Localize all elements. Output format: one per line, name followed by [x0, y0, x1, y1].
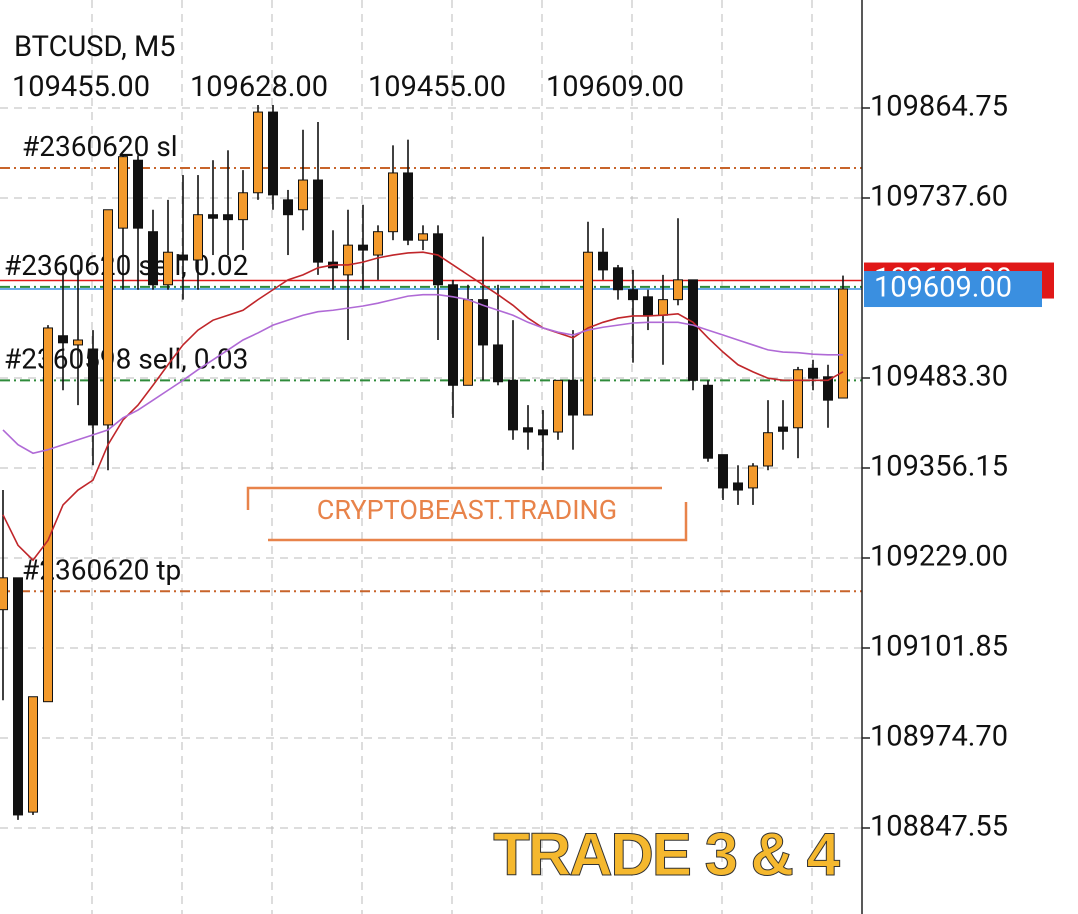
bid-label: 109609.00: [874, 271, 1012, 305]
candle-body: [778, 426, 788, 432]
candle-body: [13, 577, 23, 816]
ohlc-value: 109455.00: [368, 70, 506, 104]
bid-label-box: [864, 271, 1042, 308]
candle-body: [703, 384, 713, 459]
candle-body: [373, 231, 383, 256]
candle-body: [613, 267, 623, 291]
price-axis: 109864.75 109737.60 109483.30 109356.15 1092…: [862, 90, 1054, 844]
y-tick-label: 109101.85: [870, 630, 1008, 664]
candle-body: [823, 376, 833, 401]
candle-body: [658, 299, 668, 316]
candle-body: [268, 111, 278, 196]
watermark-frame: [268, 502, 688, 542]
candle-body: [838, 288, 848, 399]
candle-body: [73, 339, 83, 346]
candle-body: [43, 327, 53, 703]
moving-average: [2, 251, 844, 562]
moving-averages: [2, 251, 844, 562]
candle-body: [553, 379, 563, 433]
y-tick-label: 109737.60: [870, 180, 1008, 214]
candle-body: [178, 254, 188, 261]
candle-body: [208, 214, 218, 219]
candle-body: [0, 577, 8, 611]
candle-body: [433, 233, 443, 286]
candle-body: [688, 279, 698, 381]
trade-label: #2360620 sell, 0.02: [4, 249, 248, 282]
candle-body: [163, 251, 173, 286]
candle-body: [58, 335, 68, 344]
candle-body: [808, 367, 818, 379]
candle-body: [418, 233, 428, 241]
candle-body: [193, 214, 203, 261]
candle-body: [358, 244, 368, 251]
candle-body: [88, 349, 98, 426]
moving-average: [2, 293, 843, 455]
watermark: CRYPTOBEAST.TRADING: [246, 486, 688, 542]
candle-body: [343, 244, 353, 276]
candle-body: [403, 172, 413, 241]
candle-body: [508, 379, 518, 431]
ohlc-value: 109628.00: [190, 70, 328, 104]
candle-body: [478, 299, 488, 346]
candle-body: [763, 432, 773, 467]
candle-body: [793, 369, 803, 429]
candle-body: [148, 231, 158, 286]
y-tick-label: 109356.15: [870, 450, 1008, 484]
candle-body: [463, 299, 473, 386]
watermark-text: CRYPTOBEAST.TRADING: [317, 494, 617, 526]
candle-body: [298, 179, 308, 211]
candle-body: [583, 251, 593, 416]
candle-body: [388, 172, 398, 233]
y-tick-label: 109864.75: [870, 90, 1008, 124]
candle-body: [283, 199, 293, 216]
candle-body: [733, 482, 743, 491]
candle-body: [133, 159, 143, 229]
y-tick-label: 108974.70: [870, 720, 1008, 754]
candle-body: [718, 454, 728, 489]
candle-body: [643, 296, 653, 316]
candle-body: [673, 279, 683, 301]
candle-body: [253, 111, 263, 194]
ohlc-header: 109455.00 109628.00 109455.00 109609.00: [12, 70, 684, 104]
candles: [0, 104, 848, 820]
candle-body: [103, 209, 113, 426]
watermark-frame: [246, 486, 662, 510]
candle-body: [538, 429, 548, 436]
candle-body: [568, 379, 578, 416]
ohlc-value: 109609.00: [546, 70, 684, 104]
candle-body: [598, 251, 608, 271]
candle-body: [223, 214, 233, 221]
trade-label: #2360598 sell, 0.03: [4, 342, 248, 375]
candle-body: [28, 696, 38, 813]
candle-body: [118, 156, 128, 229]
y-tick-label: 108847.55: [870, 810, 1008, 844]
ohlc-value: 109455.00: [12, 70, 150, 104]
candle-body: [523, 427, 533, 433]
caption: TRADE 3 & 4: [493, 821, 840, 888]
candle-body: [493, 344, 503, 383]
candle-body: [448, 284, 458, 386]
candle-body: [313, 179, 323, 263]
y-tick-label: 109483.30: [870, 360, 1008, 394]
y-tick-label: 109229.00: [870, 540, 1008, 574]
candle-body: [628, 289, 638, 301]
candle-body: [748, 465, 758, 489]
chart-title: BTCUSD, M5: [14, 30, 176, 64]
trade-label: #2360620 sl: [22, 130, 178, 163]
candle-body: [238, 192, 248, 221]
